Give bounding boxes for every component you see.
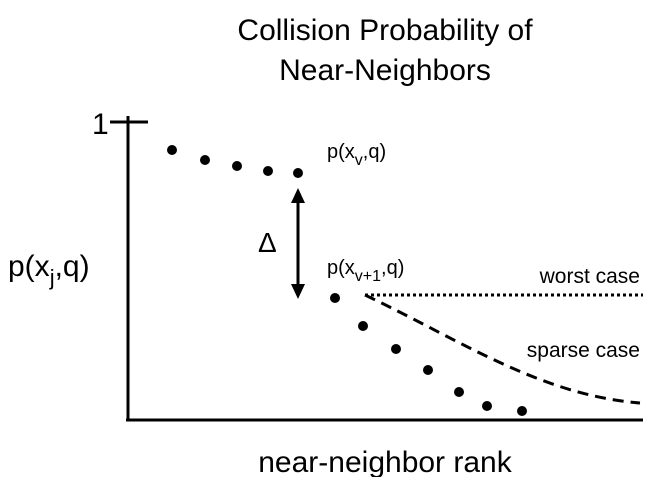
label-part: ,q): [381, 257, 404, 279]
worst-case-label: worst case: [539, 265, 640, 288]
label-part: ,q): [363, 141, 386, 163]
x-axis-label: near-neighbor rank: [258, 446, 512, 477]
title-line: Collision Probability of: [237, 14, 533, 47]
sparse-case-curve: [364, 293, 641, 405]
gap-arrow: [291, 188, 305, 299]
gap-label: Δ: [258, 227, 277, 258]
lower-point-label: p(xv+1,q): [327, 257, 404, 285]
label-sub: v+1: [355, 268, 381, 285]
y-tick-label: 1: [92, 108, 109, 141]
upper-point-label: p(xv,q): [327, 141, 386, 169]
lower-dots: [330, 293, 527, 416]
label-part: ,q): [55, 250, 90, 283]
title-line: Near-Neighbors: [279, 54, 491, 87]
label-part: p(x: [327, 257, 355, 279]
y-axis-label: p(xj,q): [8, 250, 90, 290]
sparse-case-label: sparse case: [527, 339, 640, 362]
label-sub: j: [49, 265, 55, 290]
label-sub: v: [355, 152, 363, 169]
label-part: p(x: [8, 250, 50, 283]
label-part: p(x: [327, 141, 355, 163]
upper-dots: [167, 145, 303, 178]
